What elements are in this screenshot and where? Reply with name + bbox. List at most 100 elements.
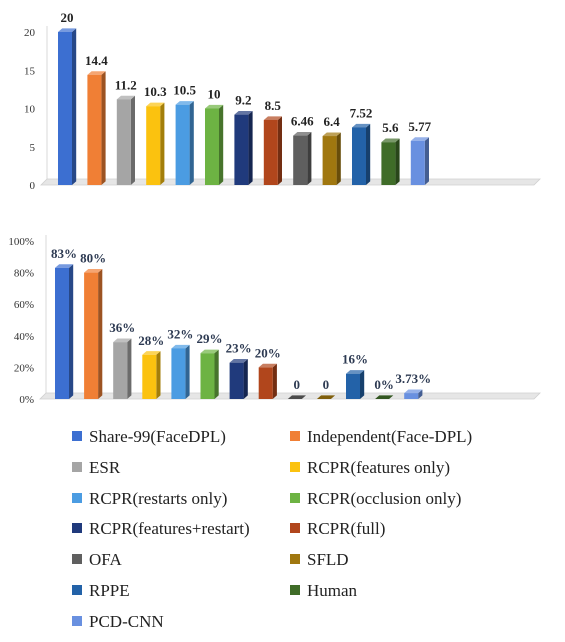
bar-front <box>146 106 161 185</box>
bar <box>404 389 423 399</box>
legend-swatch <box>290 492 300 503</box>
bar-front <box>205 108 219 185</box>
legend-swatch <box>290 585 300 596</box>
bar-top <box>346 370 365 374</box>
bar <box>258 363 277 399</box>
legend-item: Independent(Face-DPL) <box>290 426 472 448</box>
bar-front <box>404 393 419 399</box>
bar-front <box>293 135 308 185</box>
legend-swatch <box>72 431 82 442</box>
data-label: 16% <box>342 352 368 367</box>
bar-top <box>381 138 400 143</box>
bar-front <box>58 32 72 185</box>
legend-item: OFA <box>72 549 122 571</box>
bar-front <box>234 114 249 185</box>
data-label: 28% <box>138 333 164 348</box>
bar-side <box>277 116 282 185</box>
legend-label: Independent(Face-DPL) <box>307 427 473 446</box>
legend-label: RCPR(restarts only) <box>89 488 228 508</box>
bar-side <box>336 132 341 185</box>
bar-top <box>404 389 423 394</box>
y-tick-label: 0 <box>30 180 36 192</box>
bar-flat <box>316 395 336 399</box>
y-tick-label: 80% <box>14 268 34 280</box>
bar <box>316 395 336 399</box>
bar-chart-1: 0 5 10 15 20 20 14.4 11.2 10.3 10.5 10 9.2 8.5 6.46 6.… <box>24 10 541 192</box>
bar-side <box>156 351 161 399</box>
bar-side <box>360 370 365 399</box>
data-label: 0% <box>374 377 394 392</box>
data-label: 10 <box>208 87 221 102</box>
data-label: 8.5 <box>265 98 282 113</box>
bar <box>322 132 341 185</box>
data-label: 32% <box>167 326 193 341</box>
bar-flat <box>375 395 394 399</box>
bar-front <box>116 99 131 185</box>
legend-label: PCD-CNN <box>89 611 164 631</box>
bar <box>55 264 74 399</box>
bar-top <box>55 264 74 268</box>
bar <box>352 123 371 185</box>
bar-flat <box>287 395 306 399</box>
y-tick-label: 20% <box>14 362 34 374</box>
legend-label: OFA <box>89 550 122 570</box>
bar-top <box>142 351 161 355</box>
y-tick-label: 20 <box>24 27 36 39</box>
bar <box>113 338 132 399</box>
legend-label: RCPR(occlusion only) <box>307 488 462 508</box>
data-label: 80% <box>80 251 106 266</box>
bar <box>263 116 282 185</box>
bar-top <box>293 131 312 136</box>
legend-item: RCPR(restarts only) <box>72 488 227 510</box>
legend-item: RCPR(features only) <box>290 457 450 479</box>
legend-swatch <box>290 554 300 565</box>
bar-front <box>381 142 396 185</box>
bar-side <box>127 338 132 399</box>
bar <box>58 28 77 186</box>
data-label: 3.73% <box>395 371 431 386</box>
data-label: 6.4 <box>323 114 340 129</box>
legend-swatch <box>290 431 300 442</box>
bar-side <box>424 137 429 185</box>
bar-top <box>171 344 190 349</box>
legend-item: PCD-CNN <box>72 611 164 633</box>
legend-swatch <box>290 461 300 472</box>
bar <box>410 137 429 185</box>
bar-front <box>113 342 128 399</box>
data-label: 5.6 <box>382 120 399 135</box>
bar-top <box>205 104 224 109</box>
bar <box>116 95 135 185</box>
bar <box>175 101 194 185</box>
y-tick-label: 5 <box>30 142 36 154</box>
data-label: 0 <box>323 377 330 392</box>
bar-top <box>410 137 429 141</box>
bar <box>84 269 103 399</box>
data-label: 10.3 <box>144 84 167 99</box>
legend-item: SFLD <box>290 549 349 571</box>
bar-front <box>84 272 99 399</box>
legend-swatch <box>72 492 82 503</box>
bar-top <box>84 269 103 273</box>
legend-label: Share-99(FaceDPL) <box>89 427 226 446</box>
bar-side <box>69 264 74 399</box>
bar-top <box>352 123 371 128</box>
bar-side <box>248 111 253 185</box>
legend-item: Human <box>290 580 357 602</box>
y-tick-label: 10 <box>24 104 36 116</box>
legend-swatch <box>72 615 82 626</box>
data-label: 6.46 <box>291 114 314 129</box>
data-label: 20 <box>61 10 74 25</box>
bar-front <box>352 127 366 185</box>
bar-top <box>116 95 135 100</box>
bar-front <box>200 353 215 399</box>
data-label: 9.2 <box>235 93 251 108</box>
legend-label: ESR <box>89 457 121 477</box>
bar <box>375 395 394 399</box>
bar <box>146 102 165 185</box>
bar-top <box>229 359 248 363</box>
bar <box>381 138 400 185</box>
bar-top <box>146 102 165 107</box>
legend-swatch <box>72 585 82 596</box>
bar-top <box>87 71 106 75</box>
legend-swatch <box>72 461 82 472</box>
